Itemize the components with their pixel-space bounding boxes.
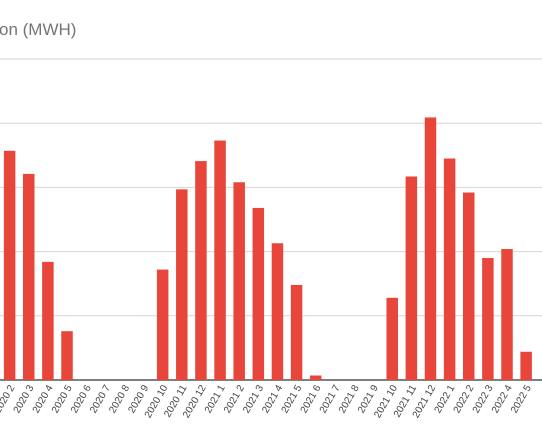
bar (482, 258, 494, 380)
bar (424, 117, 437, 380)
bar (233, 182, 245, 380)
bar (443, 158, 456, 380)
bar (463, 192, 475, 380)
bar (156, 269, 169, 380)
bar (520, 351, 532, 380)
bar (271, 243, 284, 380)
bar (23, 173, 35, 380)
bar (290, 284, 303, 380)
gridlines (0, 58, 542, 381)
bar (176, 189, 188, 380)
bar (252, 207, 265, 380)
bar (405, 176, 418, 380)
chart-title: on (MWH) (0, 20, 77, 39)
bar (42, 261, 54, 380)
bars (3, 117, 532, 380)
bar (3, 150, 16, 380)
bar (386, 297, 398, 380)
bar (214, 140, 226, 380)
bar (61, 331, 73, 380)
bar (309, 375, 322, 380)
bar (195, 161, 207, 380)
bar (501, 249, 513, 380)
